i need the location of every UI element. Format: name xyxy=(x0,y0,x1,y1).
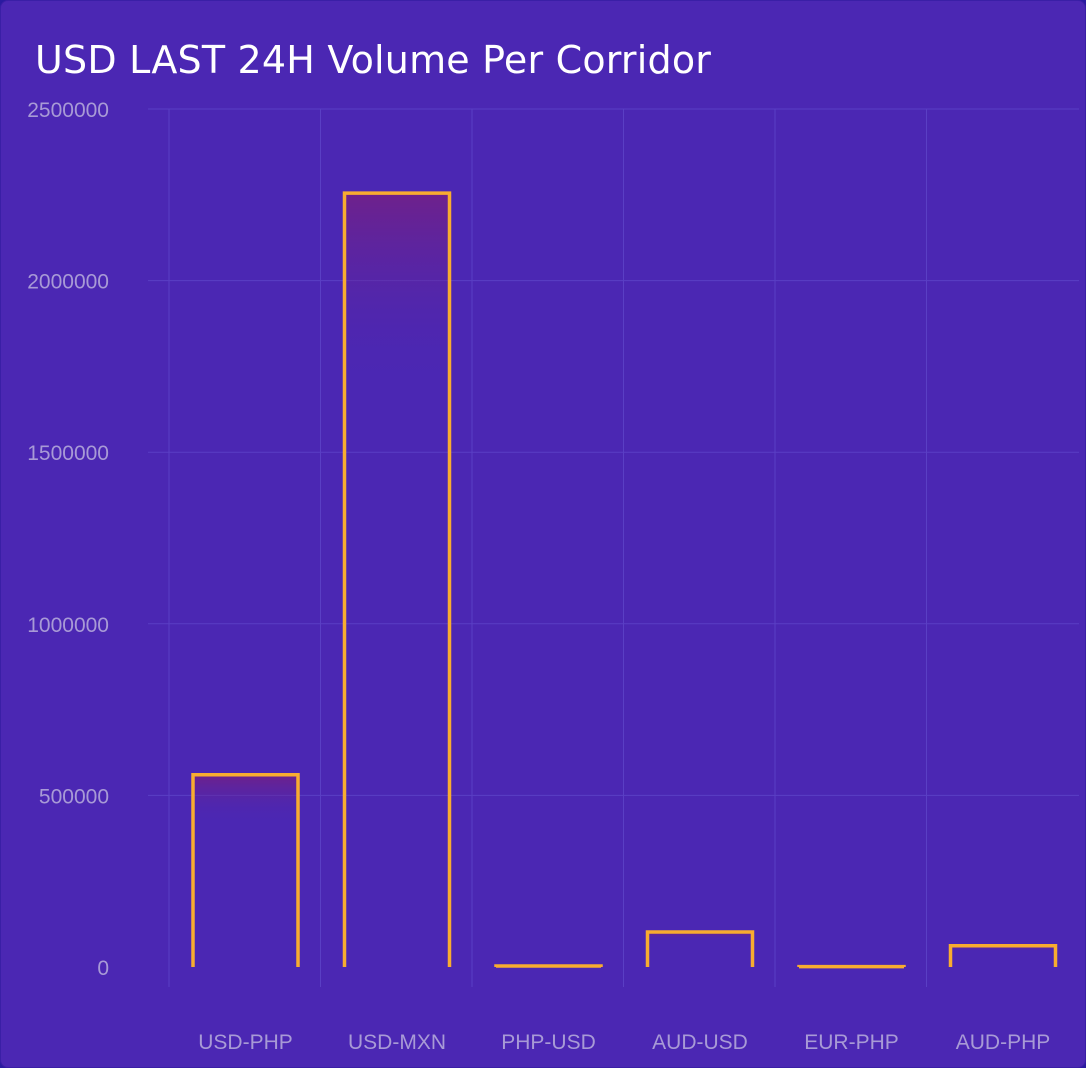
x-tick-label: EUR-PHP xyxy=(804,1031,899,1054)
y-tick-label: 2500000 xyxy=(27,99,109,122)
bar-outline xyxy=(645,930,755,967)
bar-fill xyxy=(950,945,1056,967)
bar-fill xyxy=(647,931,753,967)
bar-outline xyxy=(191,773,300,967)
chart-title: USD LAST 24H Volume Per Corridor xyxy=(35,38,712,82)
y-tick-label: 1000000 xyxy=(27,614,109,637)
bar-aud-php xyxy=(948,943,1058,967)
bar-outline xyxy=(948,943,1058,967)
x-tick-label: USD-PHP xyxy=(198,1031,293,1054)
bar-usd-php xyxy=(191,773,300,967)
y-tick-label: 500000 xyxy=(39,785,109,808)
x-tick-label: PHP-USD xyxy=(501,1031,596,1054)
bars xyxy=(191,191,1058,969)
y-tick-label: 1500000 xyxy=(27,442,109,465)
bar-php-usd xyxy=(494,964,603,968)
x-tick-label: AUD-USD xyxy=(652,1031,748,1054)
x-tick-label: USD-MXN xyxy=(348,1031,446,1054)
y-tick-label: 0 xyxy=(97,957,109,980)
bar-outline xyxy=(494,964,603,968)
y-tick-label: 2000000 xyxy=(27,271,109,294)
y-axis-ticks: 0 500000 1000000 1500000 2000000 2500000 xyxy=(27,99,109,980)
bar-fill xyxy=(193,774,298,967)
bar-aud-usd xyxy=(645,930,755,967)
x-tick-label: AUD-PHP xyxy=(956,1031,1051,1054)
grid-lines xyxy=(148,108,1079,987)
x-axis-ticks: USD-PHP USD-MXN PHP-USD AUD-USD EUR-PHP AUD-P… xyxy=(198,1031,1050,1054)
bar-usd-mxn xyxy=(342,191,452,968)
bar-outline xyxy=(342,191,452,967)
bar-fill xyxy=(344,193,450,968)
